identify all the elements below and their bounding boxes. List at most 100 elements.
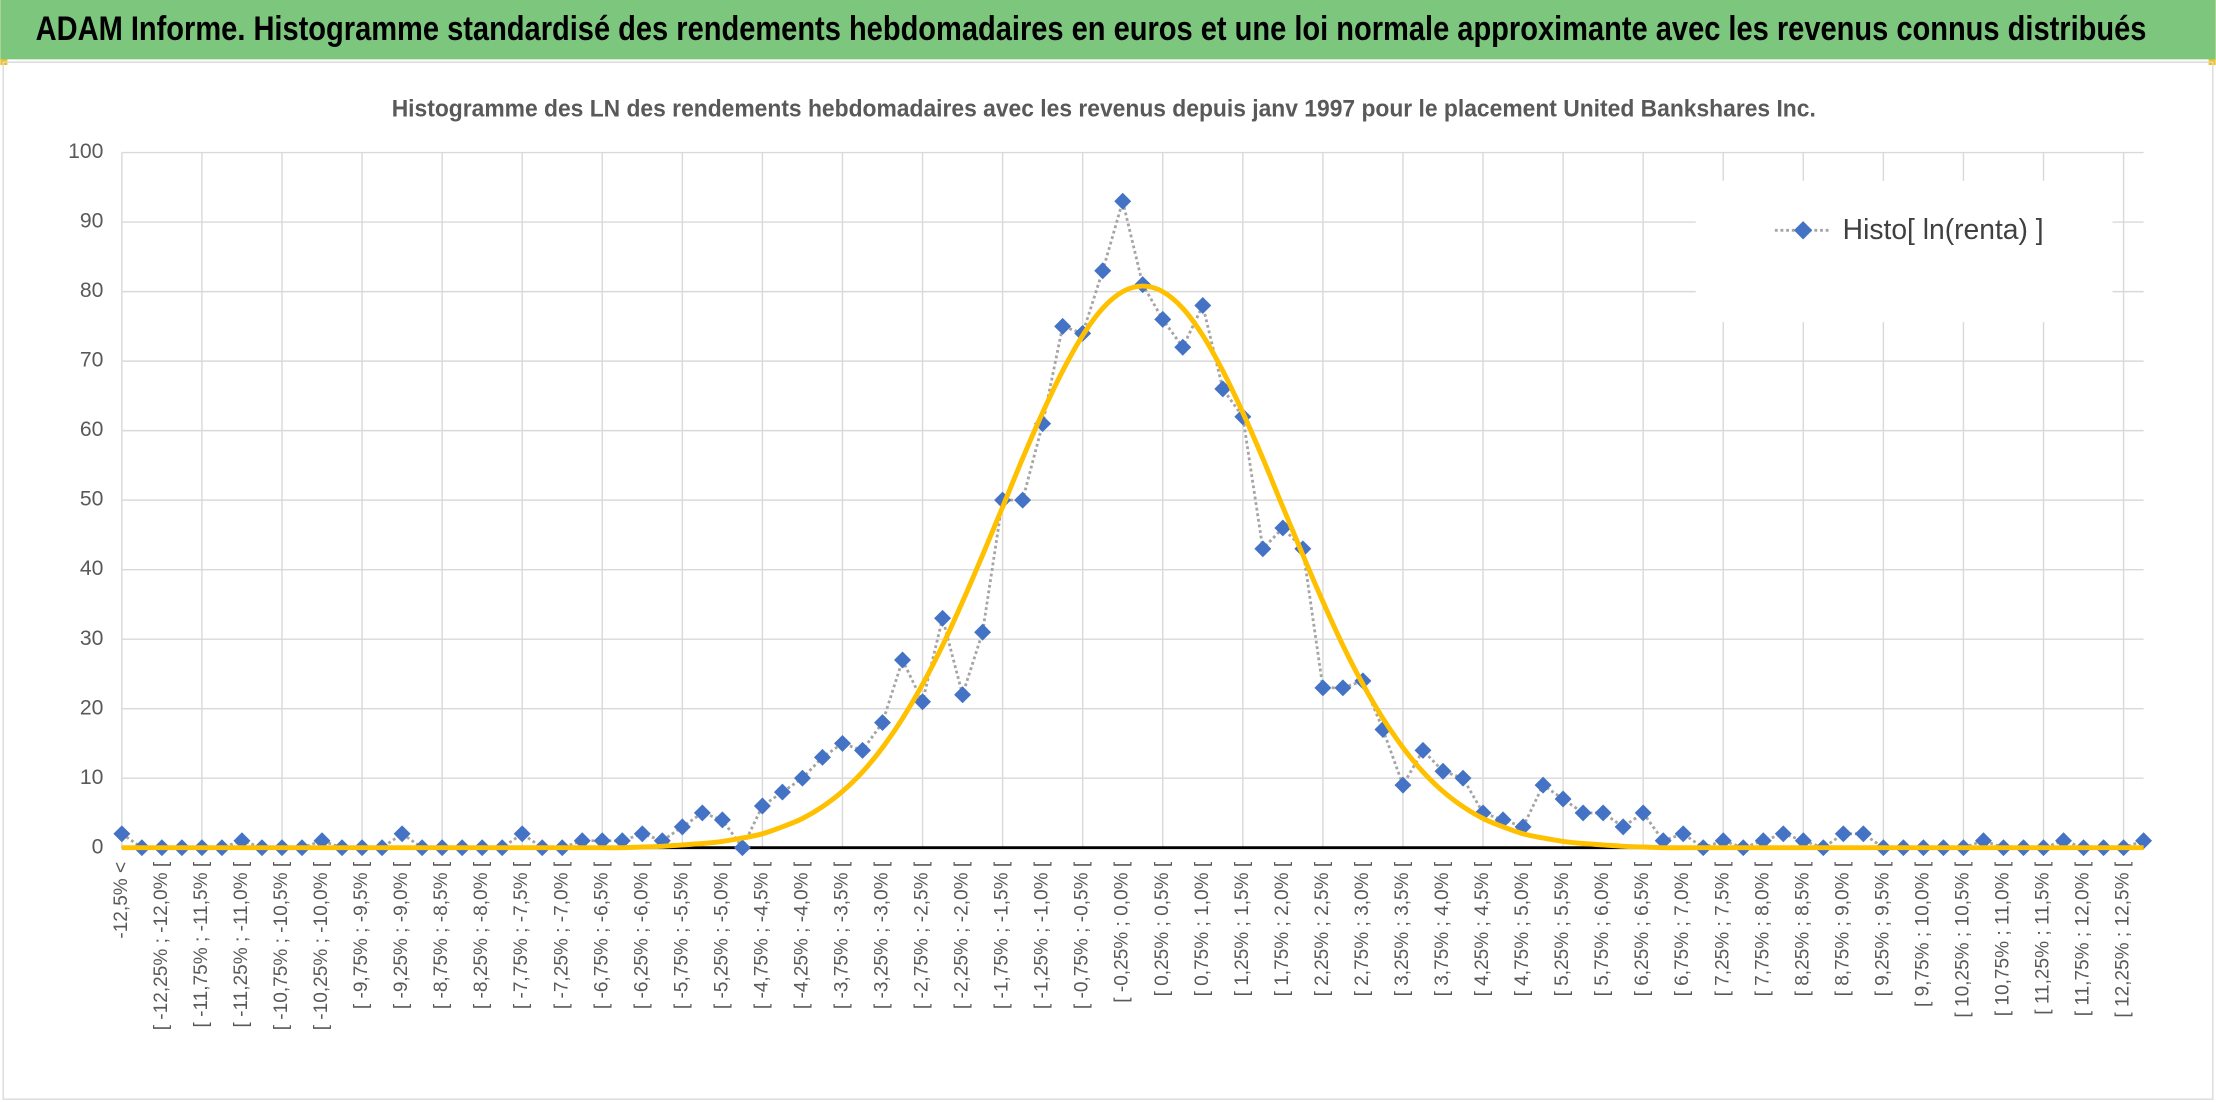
- x-tick-label: [ -3,25% ; -3,0% [: [872, 861, 893, 1009]
- x-tick-label: [ -10,75% ; -10,5% [: [271, 861, 292, 1030]
- data-point: [1554, 790, 1572, 808]
- data-point: [1794, 832, 1812, 850]
- data-point: [894, 651, 912, 669]
- x-tick-label: [ 11,25% ; 11,5% [: [2033, 861, 2054, 1015]
- y-tick-label: 70: [80, 349, 104, 372]
- x-tick-label: [ -2,25% ; -2,0% [: [952, 861, 973, 1009]
- data-point: [233, 832, 251, 850]
- data-point: [954, 686, 972, 704]
- x-tick-label: [ -9,25% ; -9,0% [: [391, 861, 412, 1009]
- x-tick-label: [ -6,25% ; -6,0% [: [631, 861, 652, 1009]
- data-point: [573, 832, 591, 850]
- data-point: [1614, 818, 1632, 836]
- data-point: [113, 825, 131, 843]
- data-point: [753, 797, 771, 815]
- x-tick-label: [ 3,75% ; 4,0% [: [1432, 861, 1453, 996]
- x-tick-label: [ 5,25% ; 5,5% [: [1552, 861, 1573, 996]
- x-tick-label: [ 10,75% ; 11,0% [: [1993, 861, 2014, 1016]
- x-tick-label: [ 2,75% ; 3,0% [: [1352, 861, 1373, 996]
- x-tick-label: [ 3,25% ; 3,5% [: [1392, 861, 1413, 996]
- data-point: [1674, 825, 1692, 843]
- x-tick-label: [ 7,75% ; 8,0% [: [1752, 861, 1773, 996]
- legend-label: Histo[ ln(renta) ]: [1843, 213, 2044, 245]
- x-tick-label: [ 7,25% ; 7,5% [: [1712, 861, 1733, 996]
- data-point: [1034, 415, 1052, 433]
- x-tick-label: [ -10,25% ; -10,0% [: [311, 861, 332, 1030]
- data-point: [854, 741, 871, 759]
- x-tick-label: [ 12,25% ; 12,5% [: [2113, 861, 2134, 1017]
- data-point: [1334, 679, 1352, 697]
- data-point: [874, 714, 891, 732]
- data-point: [1254, 540, 1272, 558]
- x-tick-label: [ -11,25% ; -11,0% [: [231, 861, 252, 1027]
- data-point: [593, 832, 611, 850]
- x-tick-label: [ 0,25% ; 0,5% [: [1152, 861, 1173, 996]
- x-tick-label: [ 11,75% ; 12,0% [: [2073, 861, 2094, 1016]
- data-point: [633, 825, 651, 843]
- x-tick-label: [ 0,75% ; 1,0% [: [1192, 861, 1213, 996]
- data-point: [934, 609, 952, 627]
- x-tick-label: [ 10,25% ; 10,5% [: [1952, 861, 1973, 1017]
- y-tick-label: 30: [80, 627, 104, 650]
- y-tick-label: 100: [68, 140, 103, 163]
- data-point: [1634, 804, 1652, 822]
- series-line: [121, 283, 2144, 851]
- x-tick-label: [ -7,75% ; -7,5% [: [511, 861, 532, 1009]
- data-point: [813, 748, 831, 766]
- x-tick-label: [ 8,25% ; 8,5% [: [1792, 861, 1813, 996]
- header-bar: [0, 0, 2216, 60]
- data-point: [1454, 769, 1472, 787]
- x-tick-label: [ 1,75% ; 2,0% [: [1272, 861, 1293, 996]
- data-point: [2135, 832, 2153, 850]
- y-tick-label: 90: [80, 210, 104, 233]
- y-tick-label: 50: [80, 488, 104, 511]
- x-tick-label: [ -5,75% ; -5,5% [: [671, 861, 692, 1009]
- x-tick-label: [ -4,75% ; -4,5% [: [751, 861, 772, 1009]
- x-tick-label: [ 1,25% ; 1,5% [: [1232, 861, 1253, 996]
- data-point: [393, 825, 411, 843]
- x-tick-label: [ -1,25% ; -1,0% [: [1032, 861, 1053, 1009]
- x-tick-label: [ -4,25% ; -4,0% [: [791, 861, 812, 1009]
- x-tick-label: [ -9,75% ; -9,5% [: [351, 861, 372, 1009]
- y-tick-label: 0: [92, 835, 104, 858]
- y-tick-label: 10: [80, 766, 104, 789]
- data-point: [1714, 832, 1732, 850]
- data-point: [693, 804, 711, 822]
- data-point: [793, 769, 811, 787]
- data-point: [2055, 832, 2073, 850]
- x-tick-label: [ 6,25% ; 6,5% [: [1632, 861, 1653, 996]
- data-point: [974, 623, 992, 641]
- data-point: [1014, 491, 1032, 509]
- x-tick-label: [ 2,25% ; 2,5% [: [1312, 861, 1333, 996]
- data-point: [1434, 762, 1452, 780]
- chart-title: Histogramme des LN des rendements hebdom…: [392, 96, 1816, 123]
- data-point: [513, 825, 531, 843]
- x-tick-label: [ 4,75% ; 5,0% [: [1512, 861, 1533, 996]
- data-point: [1314, 679, 1332, 697]
- x-tick-label: [ -6,75% ; -6,5% [: [591, 861, 612, 1009]
- x-tick-label: [ 5,75% ; 6,0% [: [1592, 861, 1613, 996]
- data-point: [1154, 310, 1172, 328]
- y-tick-label: 80: [80, 279, 104, 302]
- data-point: [773, 783, 791, 801]
- legend-marker: [1793, 221, 1813, 240]
- x-tick-label: [ -3,75% ; -3,5% [: [832, 861, 853, 1009]
- x-tick-label: [ -8,75% ; -8,5% [: [431, 861, 452, 1009]
- data-point: [1114, 192, 1132, 210]
- x-tick-label: [ -7,25% ; -7,0% [: [551, 861, 572, 1009]
- x-tick-label: [ -5,25% ; -5,0% [: [711, 861, 732, 1009]
- data-point: [1754, 832, 1772, 850]
- x-tick-label: [ -1,75% ; -1,5% [: [992, 861, 1013, 1009]
- data-point: [1974, 832, 1992, 850]
- data-point: [914, 693, 932, 711]
- data-point: [1774, 825, 1792, 843]
- y-tick-label: 60: [80, 418, 104, 441]
- data-point: [733, 839, 751, 857]
- x-tick-label: [ -8,25% ; -8,0% [: [471, 861, 492, 1009]
- x-tick-label: [ -2,75% ; -2,5% [: [912, 861, 933, 1009]
- data-point: [313, 832, 331, 850]
- data-point: [673, 818, 691, 836]
- x-tick-label: -12,5% <: [111, 862, 132, 939]
